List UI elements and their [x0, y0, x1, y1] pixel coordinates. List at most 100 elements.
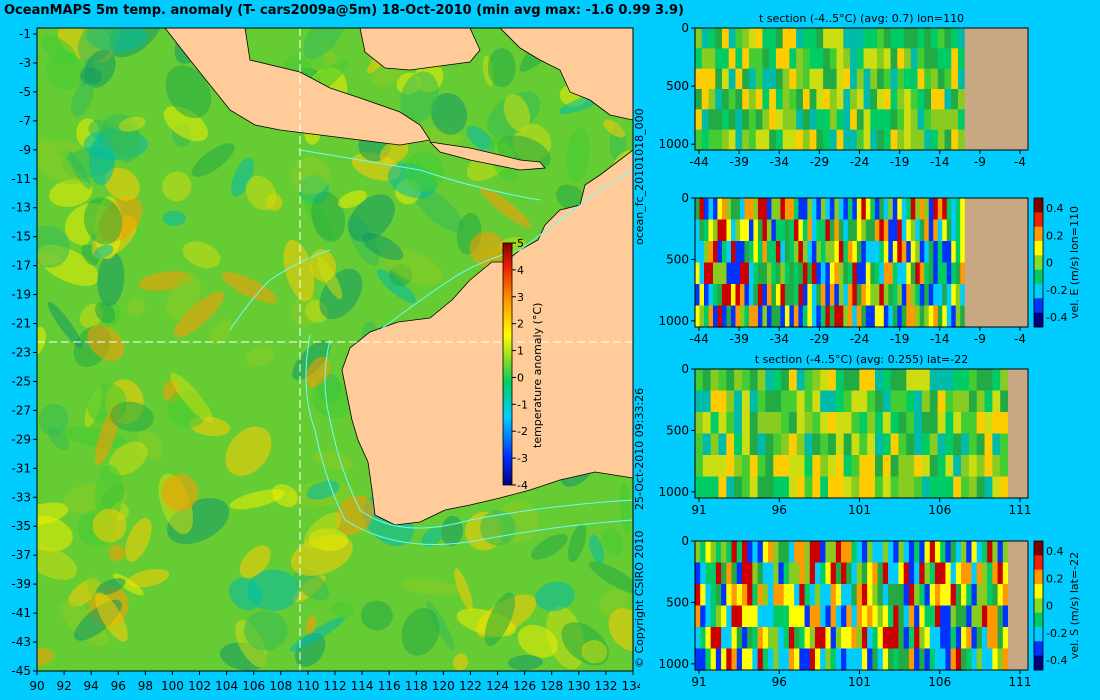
section-cell — [710, 541, 717, 564]
section-cell — [766, 284, 773, 307]
section-cell — [820, 605, 827, 628]
section-cell — [715, 68, 723, 90]
section-cell — [809, 562, 816, 585]
section-cell — [859, 369, 868, 392]
section-cell — [843, 305, 849, 328]
section-cell — [748, 198, 755, 221]
section-cell — [789, 241, 795, 264]
depth-tick-label: 500 — [666, 79, 689, 93]
section-cell — [771, 219, 777, 242]
section-cell — [859, 412, 868, 435]
section-cell — [874, 369, 884, 392]
x-tick-label: -39 — [729, 332, 749, 346]
section-cell — [851, 541, 858, 564]
section-cell — [944, 28, 952, 49]
section-cell — [721, 584, 727, 607]
section-cell — [835, 369, 845, 392]
section-cell — [915, 219, 921, 242]
lat-tick-label: -13 — [11, 201, 31, 215]
section-cell — [762, 562, 769, 585]
section-cell — [951, 198, 957, 221]
section-cell — [809, 129, 817, 151]
section-cell — [976, 433, 986, 456]
section-cell — [811, 198, 817, 221]
section-cell — [898, 390, 907, 413]
section-cell — [781, 412, 790, 435]
section-cell — [781, 455, 790, 478]
section-cell — [799, 648, 806, 671]
section-cell — [735, 284, 741, 307]
section-cell — [816, 48, 824, 70]
x-tick-label: -34 — [769, 155, 789, 169]
section-cell — [695, 584, 701, 607]
section-cell — [851, 433, 860, 456]
section-cell — [752, 562, 759, 585]
section-cell — [921, 476, 931, 499]
section-cell — [721, 109, 730, 131]
section-cell — [843, 48, 851, 70]
section-cell — [921, 390, 931, 413]
section-cell — [924, 305, 930, 328]
colorbar-segment — [1034, 212, 1043, 228]
section-cell — [898, 605, 905, 628]
section-cell — [838, 284, 844, 307]
section-cell — [836, 68, 844, 90]
section-cell — [778, 605, 785, 628]
section-cell — [744, 198, 750, 221]
section-cell — [701, 68, 710, 90]
temperature-anomaly-map: -1-3-5-7-9-11-13-15-17-19-21-23-25-27-29… — [11, 27, 640, 693]
section-cell — [712, 305, 719, 328]
lon-tick-label: 110 — [296, 679, 319, 693]
anomaly-patch — [376, 269, 417, 304]
depth-tick-label: 500 — [666, 423, 689, 437]
section-cell — [859, 433, 868, 456]
section-cell — [984, 369, 993, 392]
x-tick-label: 101 — [848, 675, 871, 689]
anomaly-patch — [37, 225, 70, 268]
section-cell — [773, 627, 780, 650]
section-cell — [804, 390, 813, 413]
section-cell — [700, 562, 707, 585]
section-cell — [700, 605, 707, 628]
section-cell — [933, 241, 939, 264]
section-cell — [865, 305, 871, 328]
anomaly-patch — [94, 301, 116, 324]
section-cell — [987, 584, 993, 607]
section-cell — [843, 219, 849, 242]
section-cell — [940, 562, 947, 585]
section-cell — [695, 129, 703, 151]
section-cell — [762, 28, 770, 49]
section-cell — [721, 562, 727, 585]
section-cell — [879, 219, 885, 242]
section-cell — [883, 28, 892, 49]
section-cell — [789, 262, 795, 285]
section-cell — [771, 198, 777, 221]
section-cell — [742, 28, 750, 49]
anomaly-patch — [331, 601, 355, 619]
section-cell — [811, 262, 817, 285]
section-cell — [804, 412, 813, 435]
section-cell — [915, 241, 921, 264]
section-cell — [992, 369, 1001, 392]
section-cell — [861, 305, 867, 328]
section-cell — [928, 219, 934, 242]
section-cell — [910, 241, 916, 264]
section-land — [964, 198, 1028, 327]
section-cell — [820, 390, 829, 413]
anomaly-patch — [454, 568, 473, 612]
anomaly-patch — [311, 191, 346, 242]
section-cell — [784, 219, 791, 242]
section-cell — [793, 241, 799, 264]
section-cell — [924, 541, 931, 564]
colorbar-segment — [1034, 641, 1043, 657]
section-cell — [809, 48, 817, 70]
section-cell — [898, 369, 907, 392]
section-cell — [929, 648, 936, 671]
section-cell — [955, 305, 961, 328]
section-cell — [893, 562, 900, 585]
section-cell — [728, 129, 737, 151]
section-cell — [749, 369, 759, 392]
section-cell — [897, 198, 903, 221]
section-cell — [695, 262, 701, 285]
section-cell — [753, 262, 759, 285]
